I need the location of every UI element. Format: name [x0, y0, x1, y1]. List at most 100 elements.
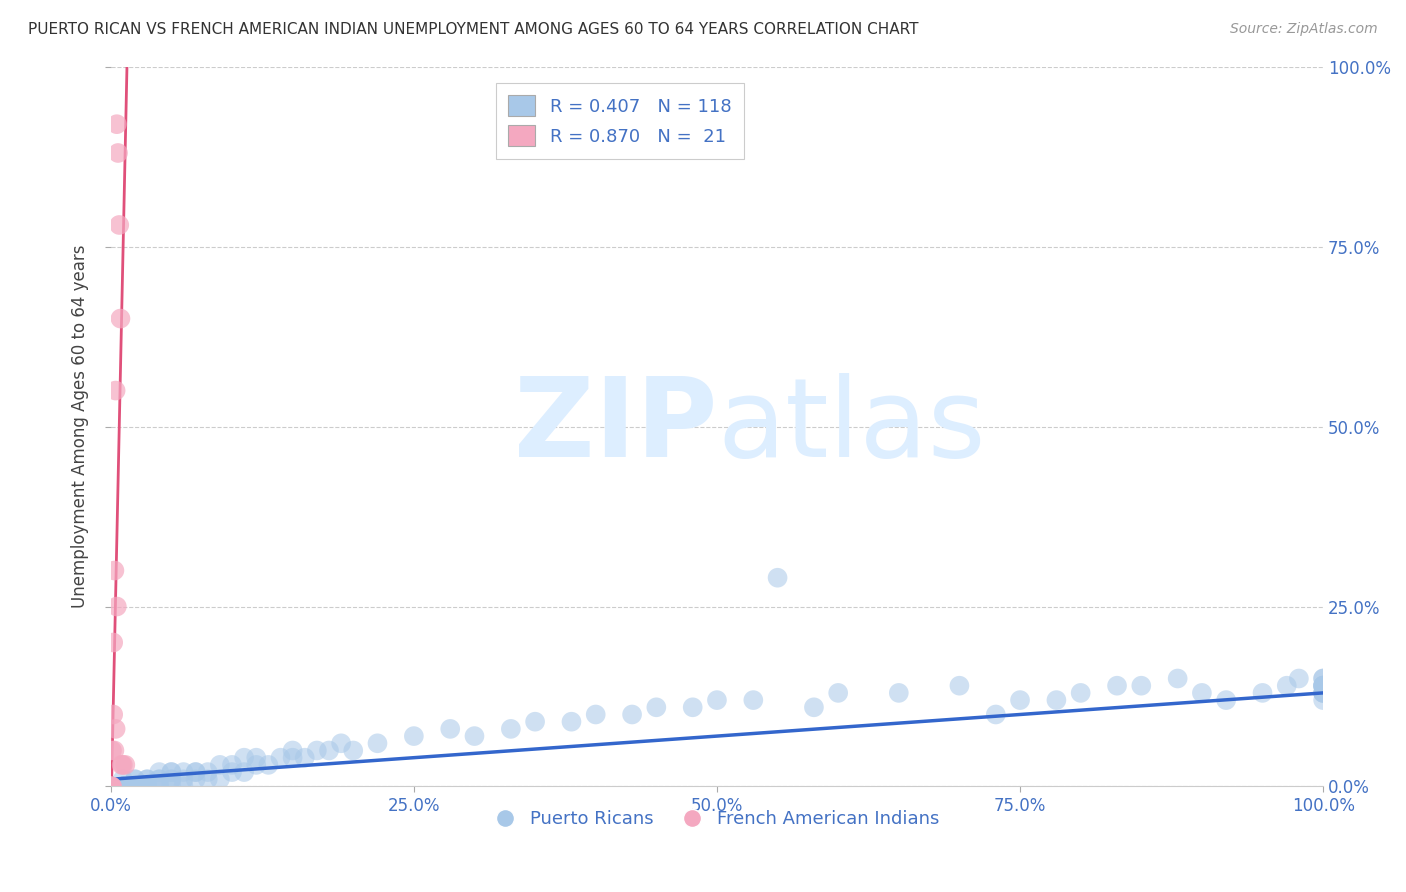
Point	[136, 772, 159, 787]
Point	[1275, 679, 1298, 693]
Text: Source: ZipAtlas.com: Source: ZipAtlas.com	[1230, 22, 1378, 37]
Point	[645, 700, 668, 714]
Point	[245, 750, 267, 764]
Point	[1167, 672, 1189, 686]
Point	[100, 780, 122, 794]
Legend: Puerto Ricans, French American Indians: Puerto Ricans, French American Indians	[486, 803, 946, 835]
Point	[887, 686, 910, 700]
Point	[104, 384, 127, 398]
Point	[173, 765, 195, 780]
Point	[100, 780, 122, 794]
Point	[184, 772, 207, 787]
Point	[233, 765, 256, 780]
Point	[245, 757, 267, 772]
Text: atlas: atlas	[717, 373, 986, 480]
Point	[148, 765, 170, 780]
Point	[136, 780, 159, 794]
Point	[1312, 686, 1334, 700]
Point	[1312, 686, 1334, 700]
Point	[270, 750, 292, 764]
Point	[281, 743, 304, 757]
Text: PUERTO RICAN VS FRENCH AMERICAN INDIAN UNEMPLOYMENT AMONG AGES 60 TO 64 YEARS CO: PUERTO RICAN VS FRENCH AMERICAN INDIAN U…	[28, 22, 918, 37]
Point	[111, 780, 134, 794]
Point	[1312, 686, 1334, 700]
Point	[105, 117, 128, 131]
Point	[1105, 679, 1128, 693]
Point	[100, 780, 122, 794]
Point	[114, 757, 136, 772]
Point	[148, 772, 170, 787]
Point	[105, 599, 128, 614]
Point	[221, 765, 243, 780]
Point	[103, 743, 125, 757]
Point	[136, 780, 159, 794]
Point	[1130, 679, 1153, 693]
Point	[524, 714, 547, 729]
Text: ZIP: ZIP	[513, 373, 717, 480]
Point	[1312, 679, 1334, 693]
Y-axis label: Unemployment Among Ages 60 to 64 years: Unemployment Among Ages 60 to 64 years	[72, 244, 89, 608]
Point	[100, 780, 122, 794]
Point	[100, 780, 122, 794]
Point	[100, 780, 122, 794]
Point	[560, 714, 582, 729]
Point	[197, 772, 219, 787]
Point	[124, 772, 146, 787]
Point	[124, 780, 146, 794]
Point	[1191, 686, 1213, 700]
Point	[221, 757, 243, 772]
Point	[1312, 693, 1334, 707]
Point	[103, 635, 125, 649]
Point	[136, 780, 159, 794]
Point	[184, 765, 207, 780]
Point	[305, 743, 328, 757]
Point	[281, 750, 304, 764]
Point	[1312, 679, 1334, 693]
Point	[160, 765, 183, 780]
Point	[184, 765, 207, 780]
Point	[108, 218, 131, 232]
Point	[148, 780, 170, 794]
Point	[100, 780, 122, 794]
Point	[330, 736, 353, 750]
Point	[1008, 693, 1031, 707]
Point	[100, 780, 122, 794]
Point	[124, 780, 146, 794]
Point	[463, 729, 485, 743]
Point	[124, 772, 146, 787]
Point	[984, 707, 1007, 722]
Point	[111, 780, 134, 794]
Point	[1070, 686, 1092, 700]
Point	[257, 757, 280, 772]
Point	[101, 743, 124, 757]
Point	[827, 686, 849, 700]
Point	[103, 707, 125, 722]
Point	[124, 780, 146, 794]
Point	[948, 679, 970, 693]
Point	[100, 780, 122, 794]
Point	[111, 780, 134, 794]
Point	[173, 780, 195, 794]
Point	[111, 772, 134, 787]
Point	[100, 780, 122, 794]
Point	[1045, 693, 1067, 707]
Point	[136, 772, 159, 787]
Point	[100, 780, 122, 794]
Point	[1312, 679, 1334, 693]
Point	[366, 736, 388, 750]
Point	[342, 743, 364, 757]
Point	[1312, 672, 1334, 686]
Point	[111, 780, 134, 794]
Point	[100, 780, 122, 794]
Point	[803, 700, 825, 714]
Point	[1312, 672, 1334, 686]
Point	[294, 750, 316, 764]
Point	[439, 722, 461, 736]
Point	[197, 765, 219, 780]
Point	[1312, 679, 1334, 693]
Point	[100, 780, 122, 794]
Point	[110, 311, 132, 326]
Point	[1215, 693, 1237, 707]
Point	[148, 780, 170, 794]
Point	[402, 729, 425, 743]
